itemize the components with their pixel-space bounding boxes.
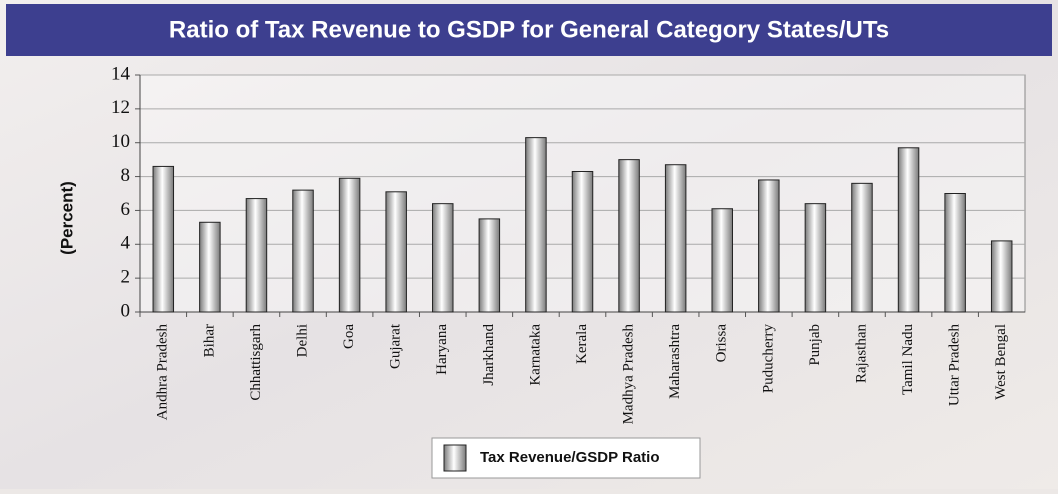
x-tick-label: Punjab	[807, 324, 823, 366]
x-tick-label: Delhi	[294, 324, 310, 357]
title-banner	[6, 4, 1052, 56]
legend-label: Tax Revenue/GSDP Ratio	[480, 449, 660, 466]
x-tick-label: Tamil Nadu	[900, 324, 916, 396]
y-tick-label: 12	[111, 97, 130, 118]
y-tick-label: 8	[121, 165, 131, 186]
bar	[385, 191, 407, 313]
x-tick-label: Rajasthan	[853, 324, 869, 384]
bar	[664, 164, 687, 313]
x-tick-label: Karnataka	[527, 324, 543, 386]
bar	[618, 159, 640, 313]
x-tick-label: Maharashtra	[667, 324, 683, 399]
bar	[152, 165, 175, 313]
x-tick-label: Puducherry	[760, 324, 776, 394]
x-tick-label: Bihar	[201, 324, 217, 357]
x-tick-label: Chhattisgarh	[248, 324, 264, 401]
bar	[525, 137, 547, 313]
bar	[711, 208, 733, 313]
bar	[245, 198, 268, 313]
y-tick-label: 2	[121, 267, 131, 288]
bar	[851, 182, 873, 313]
y-tick-label: 10	[111, 131, 130, 152]
legend-box	[431, 437, 701, 479]
x-tick-label: Andhra Pradesh	[155, 324, 171, 421]
x-tick-label: Goa	[341, 324, 357, 349]
x-tick-label: Jharkhand	[481, 324, 497, 386]
bar	[571, 170, 594, 313]
y-axis-label: (Percent)	[57, 181, 76, 255]
bar	[758, 179, 780, 313]
bar	[292, 189, 314, 313]
y-tick-label: 14	[111, 63, 131, 84]
y-tick-label: 6	[121, 199, 131, 220]
x-tick-label: West Bengal	[993, 324, 1009, 400]
bar	[990, 240, 1013, 313]
x-tick-label: Gujarat	[388, 323, 404, 369]
legend-swatch	[443, 444, 467, 472]
x-tick-label: Uttar Pradesh	[947, 324, 963, 407]
bar	[897, 147, 920, 313]
x-tick-label: Orissa	[714, 324, 730, 363]
bar	[944, 193, 966, 313]
bar	[199, 221, 221, 313]
y-tick-label: 4	[121, 233, 131, 254]
bar	[804, 203, 827, 313]
x-tick-label: Haryana	[434, 324, 450, 375]
y-tick-label: 0	[121, 300, 131, 321]
bar	[338, 177, 361, 313]
x-tick-label: Kerala	[574, 324, 590, 364]
x-tick-label: Madhya Pradesh	[621, 324, 637, 425]
bar	[478, 218, 501, 313]
chart-title: Ratio of Tax Revenue to GSDP for General…	[169, 16, 889, 43]
bar	[432, 203, 454, 313]
